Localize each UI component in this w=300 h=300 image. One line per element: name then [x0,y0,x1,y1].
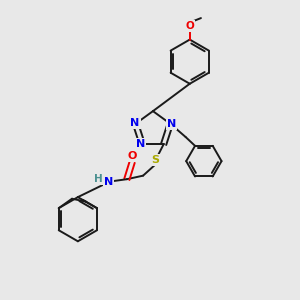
Text: N: N [167,119,176,129]
Text: N: N [130,118,140,128]
Text: S: S [152,155,159,165]
Text: N: N [104,177,113,187]
Text: H: H [94,174,103,184]
Text: O: O [128,151,137,160]
Text: O: O [185,21,194,31]
Text: N: N [136,139,146,149]
